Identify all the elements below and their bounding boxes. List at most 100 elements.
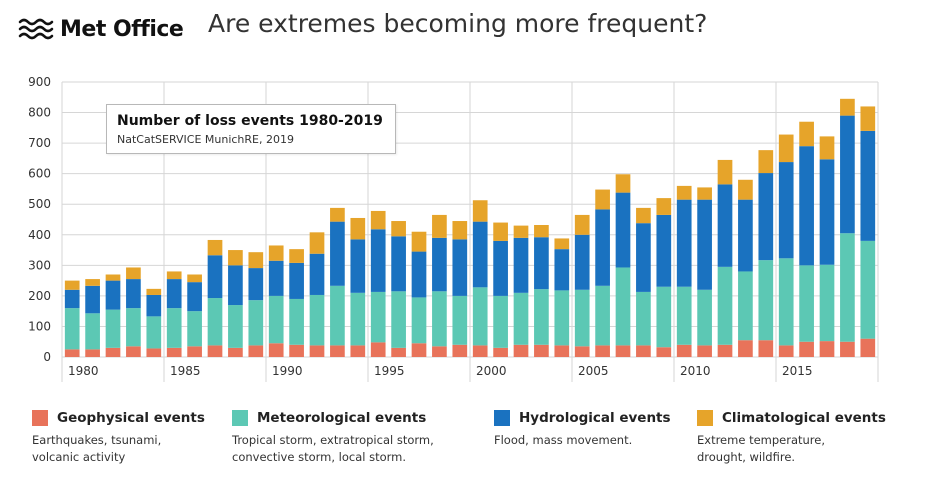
bar-segment bbox=[738, 271, 753, 341]
bar-segment bbox=[758, 340, 774, 357]
bar-segment bbox=[595, 209, 610, 286]
x-tick-label: 1980 bbox=[68, 364, 99, 378]
bar-segment bbox=[534, 225, 549, 238]
bar-segment bbox=[309, 345, 325, 357]
bar-segment bbox=[207, 239, 223, 256]
bar-segment bbox=[840, 98, 855, 116]
bar-segment bbox=[697, 199, 712, 290]
bar-segment bbox=[64, 280, 80, 290]
bar-segment bbox=[574, 289, 590, 347]
bar-segment bbox=[595, 345, 610, 357]
bar-segment bbox=[228, 305, 243, 348]
legend-label: Meteorological events bbox=[257, 410, 427, 426]
x-tick-label: 1995 bbox=[374, 364, 405, 378]
legend-label: Hydrological events bbox=[519, 410, 671, 426]
bar-segment bbox=[228, 347, 243, 357]
bar-segment bbox=[738, 179, 753, 200]
bar-segment bbox=[126, 308, 141, 347]
bar-segment bbox=[778, 134, 794, 163]
x-tick-label: 2010 bbox=[680, 364, 711, 378]
bar-segment bbox=[452, 221, 468, 240]
bar-segment bbox=[799, 265, 814, 342]
y-tick-label: 900 bbox=[28, 75, 51, 89]
bars bbox=[64, 98, 876, 357]
bar-segment bbox=[370, 210, 386, 230]
bar-segment bbox=[513, 225, 529, 238]
legend-description: Flood, mass movement. bbox=[494, 433, 633, 447]
bar-segment bbox=[799, 146, 814, 266]
bar-segment bbox=[697, 289, 712, 346]
bar-segment bbox=[554, 345, 570, 357]
bar-segment bbox=[432, 237, 447, 292]
bar-segment bbox=[228, 250, 243, 266]
bar-segment bbox=[676, 199, 692, 287]
bar-segment bbox=[432, 291, 447, 347]
bar-segment bbox=[268, 295, 284, 344]
bar-segment bbox=[330, 345, 345, 357]
y-tick-label: 400 bbox=[28, 228, 51, 242]
bar-segment bbox=[330, 207, 345, 222]
bar-segment bbox=[452, 344, 468, 357]
y-tick-label: 500 bbox=[28, 197, 51, 211]
bar-segment bbox=[819, 264, 835, 342]
legend-label: Climatological events bbox=[722, 410, 886, 426]
bar-segment bbox=[778, 258, 794, 346]
bar-segment bbox=[656, 214, 672, 287]
bar-segment bbox=[656, 198, 672, 215]
y-tick-label: 200 bbox=[28, 289, 51, 303]
bar-segment bbox=[860, 338, 876, 357]
bar-segment bbox=[350, 217, 366, 240]
bar-segment bbox=[166, 308, 182, 348]
bar-segment bbox=[289, 298, 304, 345]
bar-segment bbox=[656, 286, 672, 348]
bar-segment bbox=[85, 279, 100, 286]
bar-segment bbox=[595, 285, 610, 346]
bar-segment bbox=[166, 279, 182, 309]
bar-segment bbox=[697, 187, 712, 200]
bar-segment bbox=[778, 345, 794, 357]
bar-segment bbox=[330, 285, 345, 346]
bar-segment bbox=[146, 348, 162, 357]
bar-segment bbox=[268, 260, 284, 296]
bar-segment bbox=[717, 344, 733, 357]
legend-description: Extreme temperature, drought, wildfire. bbox=[697, 433, 826, 464]
bar-segment bbox=[85, 313, 100, 350]
bar-segment bbox=[636, 345, 651, 357]
bar-segment bbox=[554, 249, 570, 291]
bar-segment bbox=[574, 234, 590, 290]
bar-segment bbox=[819, 341, 835, 357]
y-tick-label: 600 bbox=[28, 167, 51, 181]
bar-segment bbox=[534, 237, 549, 290]
bar-segment bbox=[738, 340, 753, 357]
stacked-bar-chart: 0 100 200 300 400 500 600 700 800 900 1980 1985 199… bbox=[28, 75, 879, 382]
header: Met Office bbox=[18, 6, 184, 52]
bar-segment bbox=[289, 262, 304, 299]
bar-segment bbox=[126, 267, 141, 280]
bar-segment bbox=[289, 344, 304, 357]
y-tick-label: 300 bbox=[28, 258, 51, 272]
bar-segment bbox=[330, 221, 345, 286]
bar-segment bbox=[493, 347, 508, 357]
logo-text: Met Office bbox=[60, 16, 184, 42]
bar-segment bbox=[452, 295, 468, 345]
bar-segment bbox=[350, 239, 366, 293]
bar-segment bbox=[64, 308, 80, 350]
y-tick-label: 0 bbox=[43, 350, 51, 364]
bar-segment bbox=[493, 295, 508, 348]
bar-segment bbox=[717, 159, 733, 185]
bar-segment bbox=[309, 253, 325, 295]
x-tick-label: 2000 bbox=[476, 364, 507, 378]
bar-segment bbox=[187, 311, 202, 347]
bar-segment bbox=[513, 237, 529, 293]
y-axis-ticks: 0 100 200 300 400 500 600 700 800 900 bbox=[28, 75, 51, 364]
legend-item-geophysical: Geophysical events Earthquakes, tsunami,… bbox=[32, 410, 205, 466]
bar-segment bbox=[676, 344, 692, 357]
bar-segment bbox=[636, 291, 651, 346]
bar-segment bbox=[370, 291, 386, 343]
bar-segment bbox=[493, 240, 508, 296]
bar-segment bbox=[676, 286, 692, 345]
bar-segment bbox=[554, 290, 570, 346]
bar-segment bbox=[799, 341, 814, 357]
bar-segment bbox=[146, 316, 162, 349]
bar-segment bbox=[758, 260, 774, 341]
